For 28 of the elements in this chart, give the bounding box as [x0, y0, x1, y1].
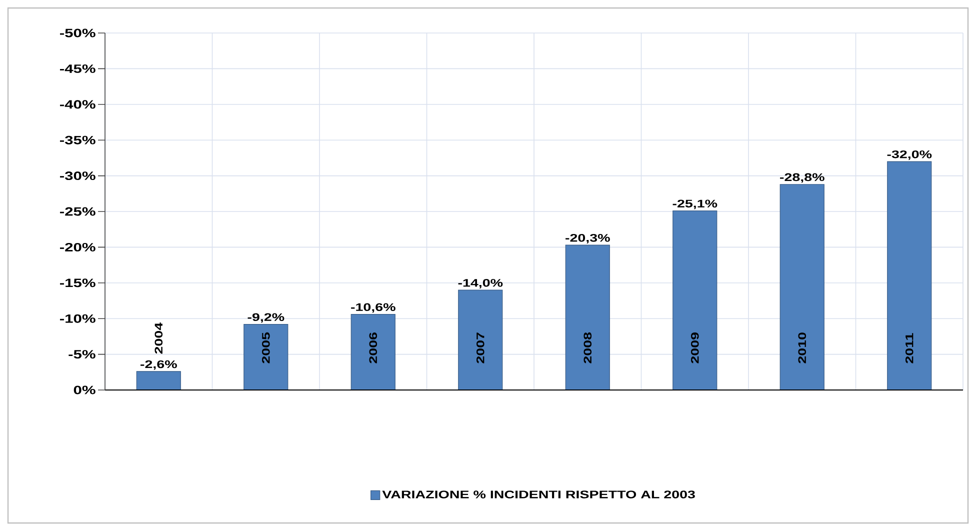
- data-label: -14,0%: [458, 278, 503, 288]
- y-tick-label: -15%: [60, 278, 96, 288]
- data-label: -20,3%: [566, 234, 610, 244]
- data-label: -25,1%: [672, 200, 718, 210]
- data-label: -10,6%: [351, 303, 396, 313]
- data-label: -28,8%: [780, 173, 824, 183]
- y-tick-label: -10%: [60, 314, 96, 323]
- data-label: -32,0%: [887, 150, 932, 160]
- y-tick-label: -35%: [60, 136, 96, 144]
- x-tick-label: 2004: [154, 322, 163, 354]
- x-tick-label: 2007: [476, 332, 484, 364]
- x-tick-label: 2005: [262, 332, 270, 364]
- y-tick-label: -5%: [68, 350, 96, 359]
- x-tick-label: 2006: [369, 332, 378, 364]
- y-tick-label: 0%: [74, 386, 96, 394]
- data-label: -2,6%: [140, 360, 177, 370]
- x-tick-label: 2009: [690, 332, 699, 364]
- x-tick-label: 2011: [905, 333, 914, 364]
- data-label: -9,2%: [248, 313, 284, 323]
- y-tick-label: -45%: [60, 64, 96, 73]
- legend-label: VARIAZIONE % INCIDENTI RISPETTO AL 2003: [382, 490, 695, 498]
- y-tick-label: -20%: [60, 242, 96, 252]
- x-tick-label: 2008: [584, 332, 592, 364]
- y-tick-label: -30%: [60, 172, 96, 180]
- y-tick-label: -40%: [60, 100, 96, 109]
- x-tick-label: 2010: [798, 332, 806, 364]
- y-tick-label: -25%: [60, 207, 96, 216]
- y-tick-label: -50%: [60, 28, 96, 38]
